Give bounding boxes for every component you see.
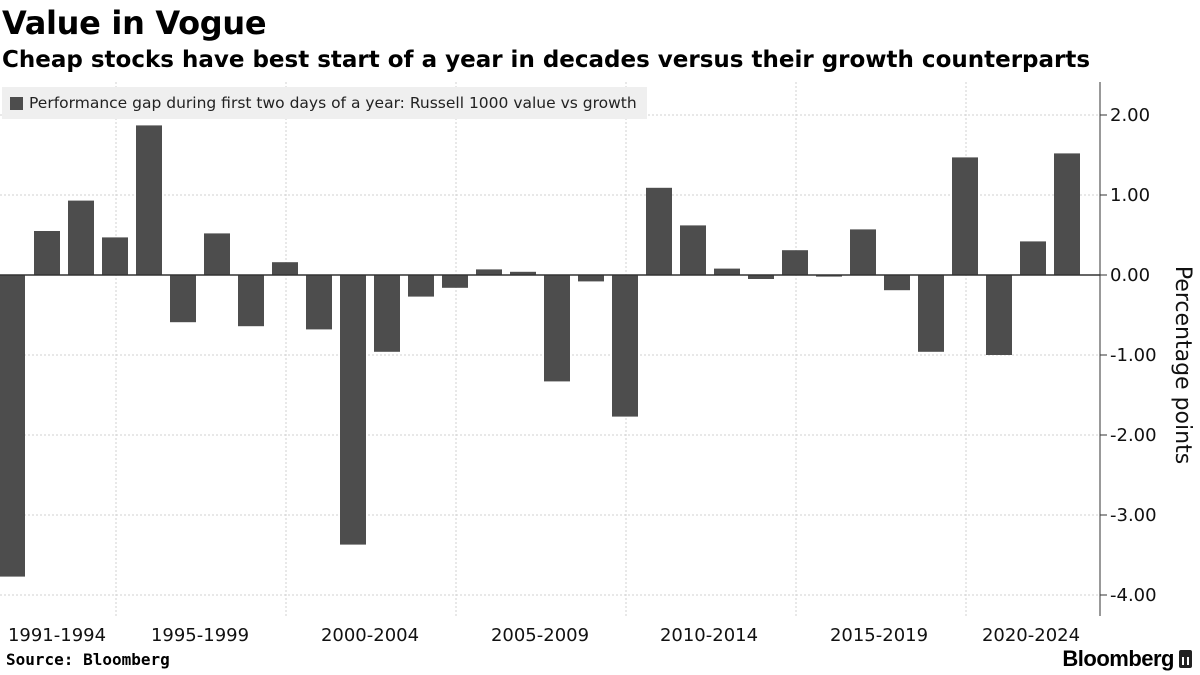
y-axis-title: Percentage points <box>1170 266 1195 464</box>
bar <box>544 275 570 382</box>
bar <box>578 275 604 282</box>
y-tick-label: 0.00 <box>1110 265 1150 286</box>
bar <box>102 237 128 275</box>
bar <box>748 275 774 279</box>
bar <box>510 271 536 275</box>
bar <box>68 200 94 275</box>
brand-name: Bloomberg <box>1062 646 1174 671</box>
y-tick-label: -2.00 <box>1110 425 1157 446</box>
bar <box>646 187 672 275</box>
bar <box>850 229 876 275</box>
bar <box>170 275 196 323</box>
bar <box>782 250 808 275</box>
legend-swatch <box>10 96 23 110</box>
bar <box>476 269 502 275</box>
bar <box>374 275 400 352</box>
legend-label: Performance gap during first two days of… <box>29 94 637 112</box>
bar <box>238 275 264 327</box>
bar <box>272 262 298 275</box>
bar <box>34 231 60 275</box>
terminal-icon <box>1179 650 1192 668</box>
bar <box>952 157 978 275</box>
x-tick-label: 1991-1994 <box>8 625 106 646</box>
bar <box>714 268 740 275</box>
bar <box>306 275 332 330</box>
x-tick-label: 2010-2014 <box>660 625 758 646</box>
bar <box>918 275 944 352</box>
x-tick-label: 2005-2009 <box>491 625 589 646</box>
legend: Performance gap during first two days of… <box>2 87 647 119</box>
chart-subtitle: Cheap stocks have best start of a year i… <box>2 47 1091 73</box>
source-note: Source: Bloomberg <box>6 650 170 669</box>
x-tick-label: 2000-2004 <box>321 625 419 646</box>
brand-logo: Bloomberg <box>1062 646 1192 672</box>
bar <box>442 275 468 288</box>
bar <box>408 275 434 297</box>
x-tick-label: 2015-2019 <box>830 625 928 646</box>
y-tick-label: -4.00 <box>1110 585 1157 606</box>
bar <box>680 225 706 275</box>
y-tick-label: 1.00 <box>1110 185 1150 206</box>
y-tick-label: -1.00 <box>1110 345 1157 366</box>
y-tick-label: -3.00 <box>1110 505 1157 526</box>
bar <box>612 275 638 417</box>
bar <box>816 275 842 277</box>
y-tick-label: 2.00 <box>1110 105 1150 126</box>
x-tick-label: 2020-2024 <box>982 625 1080 646</box>
bar <box>204 233 230 275</box>
chart-title: Value in Vogue <box>2 4 267 42</box>
bar <box>136 125 162 276</box>
bar <box>340 275 366 545</box>
bar <box>0 275 25 577</box>
bar <box>884 275 910 291</box>
bar <box>1020 241 1046 275</box>
x-tick-label: 1995-1999 <box>151 625 249 646</box>
bar <box>1054 153 1080 275</box>
bar <box>986 275 1012 355</box>
